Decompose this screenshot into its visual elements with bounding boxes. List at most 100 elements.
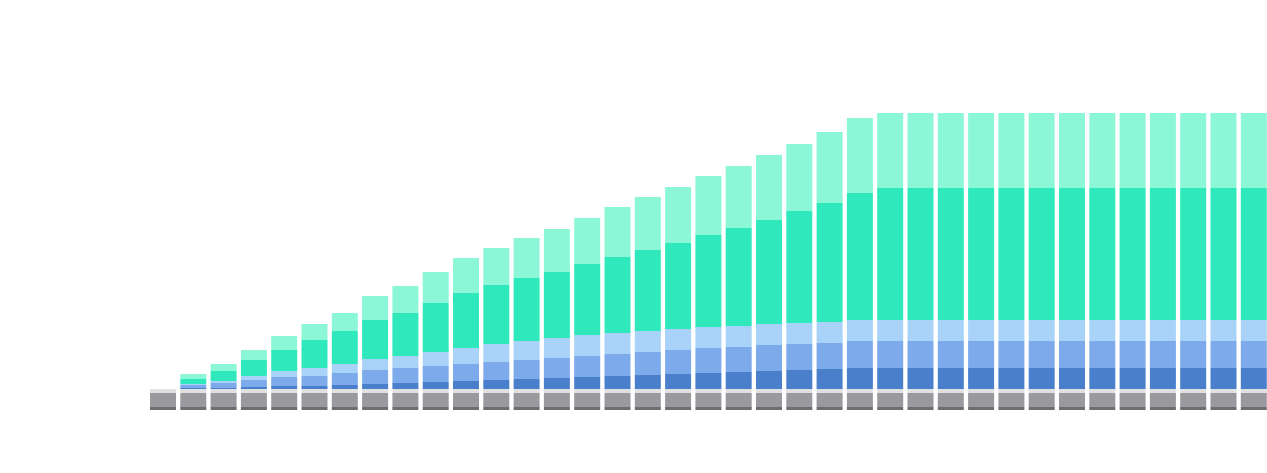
bar-base-mid-16	[604, 393, 631, 407]
bar-base-light-4	[240, 389, 267, 393]
bar-group-6	[301, 324, 328, 410]
bar-base-mid-35	[1180, 393, 1207, 407]
bar-segment-s3-17	[634, 331, 661, 352]
bar-group-25	[877, 113, 904, 410]
bar-segment-s4-8	[362, 320, 389, 359]
bar-segment-s3-5	[271, 371, 298, 377]
bar-segment-s5-20	[725, 166, 752, 228]
bar-segment-s1-34	[1149, 368, 1176, 389]
bar-segment-s3-27	[937, 320, 964, 341]
bar-group-24	[846, 118, 873, 410]
bar-base-mid-30	[1028, 393, 1055, 407]
bar-segment-s5-3	[210, 364, 237, 371]
bar-base-mid-11	[453, 393, 479, 407]
bar-segment-s5-37	[1240, 113, 1267, 188]
bar-base-light-19	[695, 389, 722, 393]
bar-segment-s5-13	[513, 238, 540, 278]
bar-group-10	[422, 272, 449, 410]
bar-segment-s3-11	[453, 348, 479, 364]
bar-segment-s4-34	[1149, 188, 1176, 320]
bar-segment-s5-27	[937, 113, 964, 188]
bar-segment-s4-2	[180, 379, 207, 384]
bar-segment-s2-6	[301, 376, 328, 386]
bar-segment-s2-29	[998, 341, 1025, 368]
bar-base-mid-34	[1149, 393, 1176, 407]
bar-segment-s2-35	[1180, 341, 1207, 368]
bar-base-mid-26	[907, 393, 934, 407]
bar-segment-s1-19	[695, 373, 722, 389]
bar-segment-s3-8	[362, 359, 389, 370]
bar-segment-s2-15	[574, 356, 601, 377]
bar-group-18	[665, 187, 692, 410]
bar-segment-s3-37	[1240, 320, 1267, 341]
bar-base-mid-9	[392, 393, 419, 407]
bar-group-28	[968, 113, 995, 410]
bar-segment-s5-35	[1180, 113, 1207, 188]
bar-segment-s2-8	[362, 370, 389, 384]
bar-base-mid-21	[756, 393, 782, 407]
bar-segment-s4-26	[907, 188, 934, 320]
bar-base-mid-31	[1059, 393, 1085, 407]
bar-segment-s3-26	[907, 320, 934, 341]
bar-segment-s4-10	[422, 303, 449, 352]
bar-base-dark-27	[937, 407, 964, 410]
bar-segment-s5-31	[1059, 113, 1085, 188]
bar-base-dark-22	[786, 407, 813, 410]
bar-base-light-2	[180, 389, 207, 393]
bar-segment-s3-23	[816, 322, 843, 343]
bar-segment-s4-21	[756, 220, 782, 324]
bar-base-dark-1	[150, 407, 176, 410]
bar-segment-s4-29	[998, 188, 1025, 320]
bar-segment-s1-15	[574, 377, 601, 389]
bar-segment-s1-21	[756, 371, 782, 389]
bar-segment-s4-22	[786, 211, 813, 323]
bar-segment-s4-19	[695, 235, 722, 327]
bar-base-dark-14	[543, 407, 570, 410]
bar-base-mid-2	[180, 393, 207, 407]
bar-base-light-22	[786, 389, 813, 393]
bar-base-mid-23	[816, 393, 843, 407]
bar-segment-s2-10	[422, 366, 449, 382]
bar-base-mid-37	[1240, 393, 1267, 407]
bar-segment-s2-19	[695, 348, 722, 373]
bar-segment-s2-24	[846, 341, 873, 368]
bar-segment-s1-14	[543, 378, 570, 389]
bar-segment-s5-33	[1119, 113, 1146, 188]
bar-base-dark-15	[574, 407, 601, 410]
bar-segment-s5-32	[1089, 113, 1116, 188]
bar-base-light-6	[301, 389, 328, 393]
bar-segment-s1-10	[422, 382, 449, 389]
bar-base-light-27	[937, 389, 964, 393]
bar-segment-s1-8	[362, 384, 389, 389]
bar-segment-s2-21	[756, 345, 782, 371]
bar-segment-s3-2	[180, 384, 207, 385]
bar-segment-s5-25	[877, 113, 904, 188]
bar-base-mid-17	[634, 393, 661, 407]
bar-segment-s4-7	[331, 331, 358, 364]
bar-segment-s3-30	[1028, 320, 1055, 341]
bar-segment-s3-29	[998, 320, 1025, 341]
bar-segment-s3-34	[1149, 320, 1176, 341]
bar-segment-s5-12	[483, 248, 510, 285]
bar-base-mid-12	[483, 393, 510, 407]
bar-segment-s1-32	[1089, 368, 1116, 389]
bar-segment-s2-4	[240, 380, 267, 387]
bar-segment-s2-31	[1059, 341, 1085, 368]
bar-segment-s4-11	[453, 293, 479, 348]
bar-base-light-33	[1119, 389, 1146, 393]
bar-segment-s4-16	[604, 257, 631, 333]
bar-group-29	[998, 113, 1025, 410]
bar-base-dark-7	[331, 407, 358, 410]
bar-segment-s5-29	[998, 113, 1025, 188]
bar-segment-s2-25	[877, 341, 904, 368]
bar-segment-s1-12	[483, 380, 510, 389]
bar-base-dark-36	[1210, 407, 1237, 410]
bar-base-dark-6	[301, 407, 328, 410]
bar-base-light-31	[1059, 389, 1085, 393]
bar-base-dark-13	[513, 407, 540, 410]
bar-base-light-14	[543, 389, 570, 393]
bar-segment-s3-22	[786, 323, 813, 344]
bar-segment-s5-8	[362, 296, 389, 320]
